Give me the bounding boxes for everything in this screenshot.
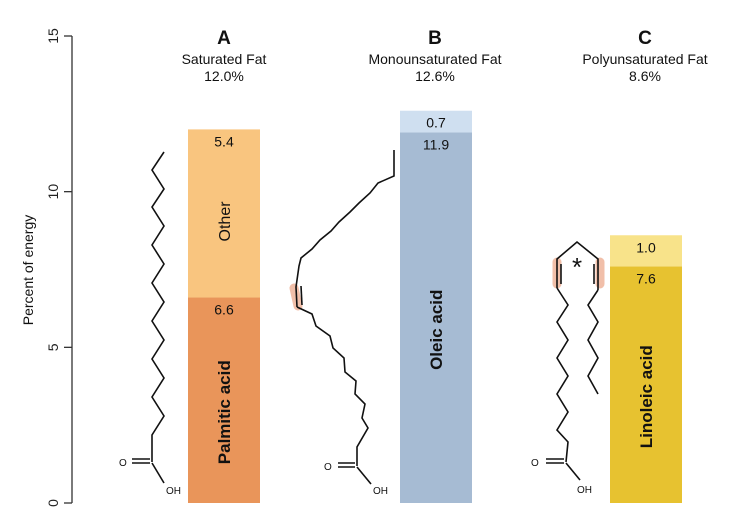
segment-value-label: 11.9 bbox=[423, 137, 449, 153]
oleic-chain-lower bbox=[296, 306, 369, 466]
oleic-double-bond-line bbox=[300, 285, 303, 306]
y-tick-label: 15 bbox=[45, 28, 61, 44]
palmitic-chain bbox=[151, 151, 165, 462]
panel-b-subtitle: Monounsaturated Fat bbox=[368, 51, 501, 67]
linoleic-chain-top bbox=[556, 240, 599, 290]
linoleic-marker-asterisk: * bbox=[572, 252, 582, 282]
bar-segment bbox=[400, 110, 472, 133]
oleic-oh-label: OH bbox=[373, 486, 388, 497]
palmitic-hydroxyl-bond bbox=[151, 462, 165, 484]
oleic-hydroxyl-bond bbox=[356, 466, 372, 485]
linoleic-acid-structure: O OH * bbox=[531, 240, 605, 496]
oleic-acid-structure: O OH bbox=[289, 150, 395, 497]
segment-value-label: 0.7 bbox=[426, 115, 446, 131]
y-tick-label: 0 bbox=[45, 499, 61, 507]
palmitic-acid-structure: O OH bbox=[119, 151, 181, 497]
stacked-bars: 6.6 Palmitic acid 5.4 Other 11.9 Oleic acid 0.… bbox=[188, 110, 682, 503]
segment-value-label: 1.0 bbox=[636, 239, 656, 255]
y-axis-ticks: 0 5 10 15 bbox=[45, 28, 72, 507]
y-tick-label: 5 bbox=[45, 343, 61, 351]
panel-a-header: A Saturated Fat 12.0% bbox=[182, 28, 267, 84]
panel-b-total: 12.6% bbox=[415, 68, 455, 84]
panel-c-letter: C bbox=[638, 28, 652, 49]
segment-name-label: Oleic acid bbox=[427, 290, 446, 370]
linoleic-oh-label: OH bbox=[577, 485, 592, 496]
panel-a-letter: A bbox=[217, 28, 231, 49]
bar-segment bbox=[188, 129, 260, 298]
palmitic-oh-label: OH bbox=[166, 486, 181, 497]
linoleic-o-label: O bbox=[531, 458, 539, 469]
panel-b-letter: B bbox=[428, 28, 442, 49]
segment-name-label: Palmitic acid bbox=[215, 360, 234, 464]
linoleic-omega-tail bbox=[587, 289, 599, 395]
panel-c-header: C Polyunsaturated Fat 8.6% bbox=[582, 28, 707, 84]
segment-value-label: 5.4 bbox=[214, 133, 234, 149]
segment-value-label: 6.6 bbox=[214, 302, 234, 318]
bar-segment bbox=[610, 266, 682, 503]
segment-name-label: Other bbox=[217, 201, 234, 242]
segment-value-label: 7.6 bbox=[636, 270, 656, 286]
oleic-o-label: O bbox=[324, 462, 332, 473]
segment-name-label: Linoleic acid bbox=[637, 345, 656, 448]
y-axis-label: Percent of energy bbox=[20, 215, 36, 326]
y-tick-label: 10 bbox=[45, 184, 61, 200]
palmitic-o-label: O bbox=[119, 458, 127, 469]
oleic-chain-upper bbox=[295, 150, 395, 308]
panel-c-total: 8.6% bbox=[629, 68, 661, 84]
panel-c-subtitle: Polyunsaturated Fat bbox=[582, 51, 707, 67]
bar-segment bbox=[400, 132, 472, 503]
linoleic-hydroxyl-bond bbox=[565, 462, 581, 481]
panel-b-header: B Monounsaturated Fat 12.6% bbox=[368, 28, 501, 84]
bar-segment bbox=[610, 235, 682, 267]
panel-a-subtitle: Saturated Fat bbox=[182, 51, 267, 67]
bar-segment bbox=[188, 297, 260, 503]
panel-a-total: 12.0% bbox=[204, 68, 244, 84]
linoleic-carboxyl-arm bbox=[556, 287, 569, 463]
